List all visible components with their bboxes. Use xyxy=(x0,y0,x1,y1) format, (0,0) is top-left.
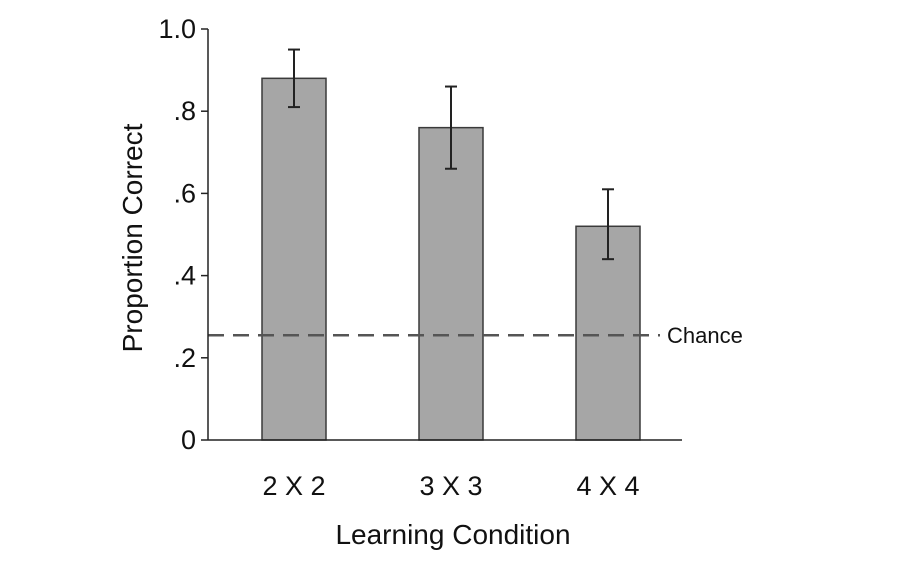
chance-label: Chance xyxy=(667,323,743,348)
y-tick-label: 1.0 xyxy=(158,14,196,44)
x-axis-title: Learning Condition xyxy=(335,519,570,550)
y-tick-label: 0 xyxy=(181,425,196,455)
error-bar-1 xyxy=(288,48,300,109)
error-bars-layer xyxy=(288,48,614,261)
x-tick-label: 3 X 3 xyxy=(419,471,482,501)
bar-1 xyxy=(261,77,327,441)
x-tick-label: 2 X 2 xyxy=(262,471,325,501)
axes-layer xyxy=(207,29,682,441)
y-tick-label: .4 xyxy=(173,261,196,291)
error-bar-2 xyxy=(445,85,457,170)
x-tick-label: 4 X 4 xyxy=(576,471,639,501)
x-ticks: 2 X 2 3 X 3 4 X 4 xyxy=(262,471,639,501)
y-tick-label: .8 xyxy=(173,96,196,126)
y-ticks: 0 .2 .4 .6 .8 1.0 xyxy=(158,14,208,455)
y-tick-label: .6 xyxy=(173,178,196,208)
chance-reference: Chance xyxy=(208,323,743,348)
error-bar-3 xyxy=(602,188,614,261)
y-tick-label: .2 xyxy=(173,343,196,373)
bar-2 xyxy=(418,126,484,441)
y-axis-title: Proportion Correct xyxy=(117,123,148,352)
